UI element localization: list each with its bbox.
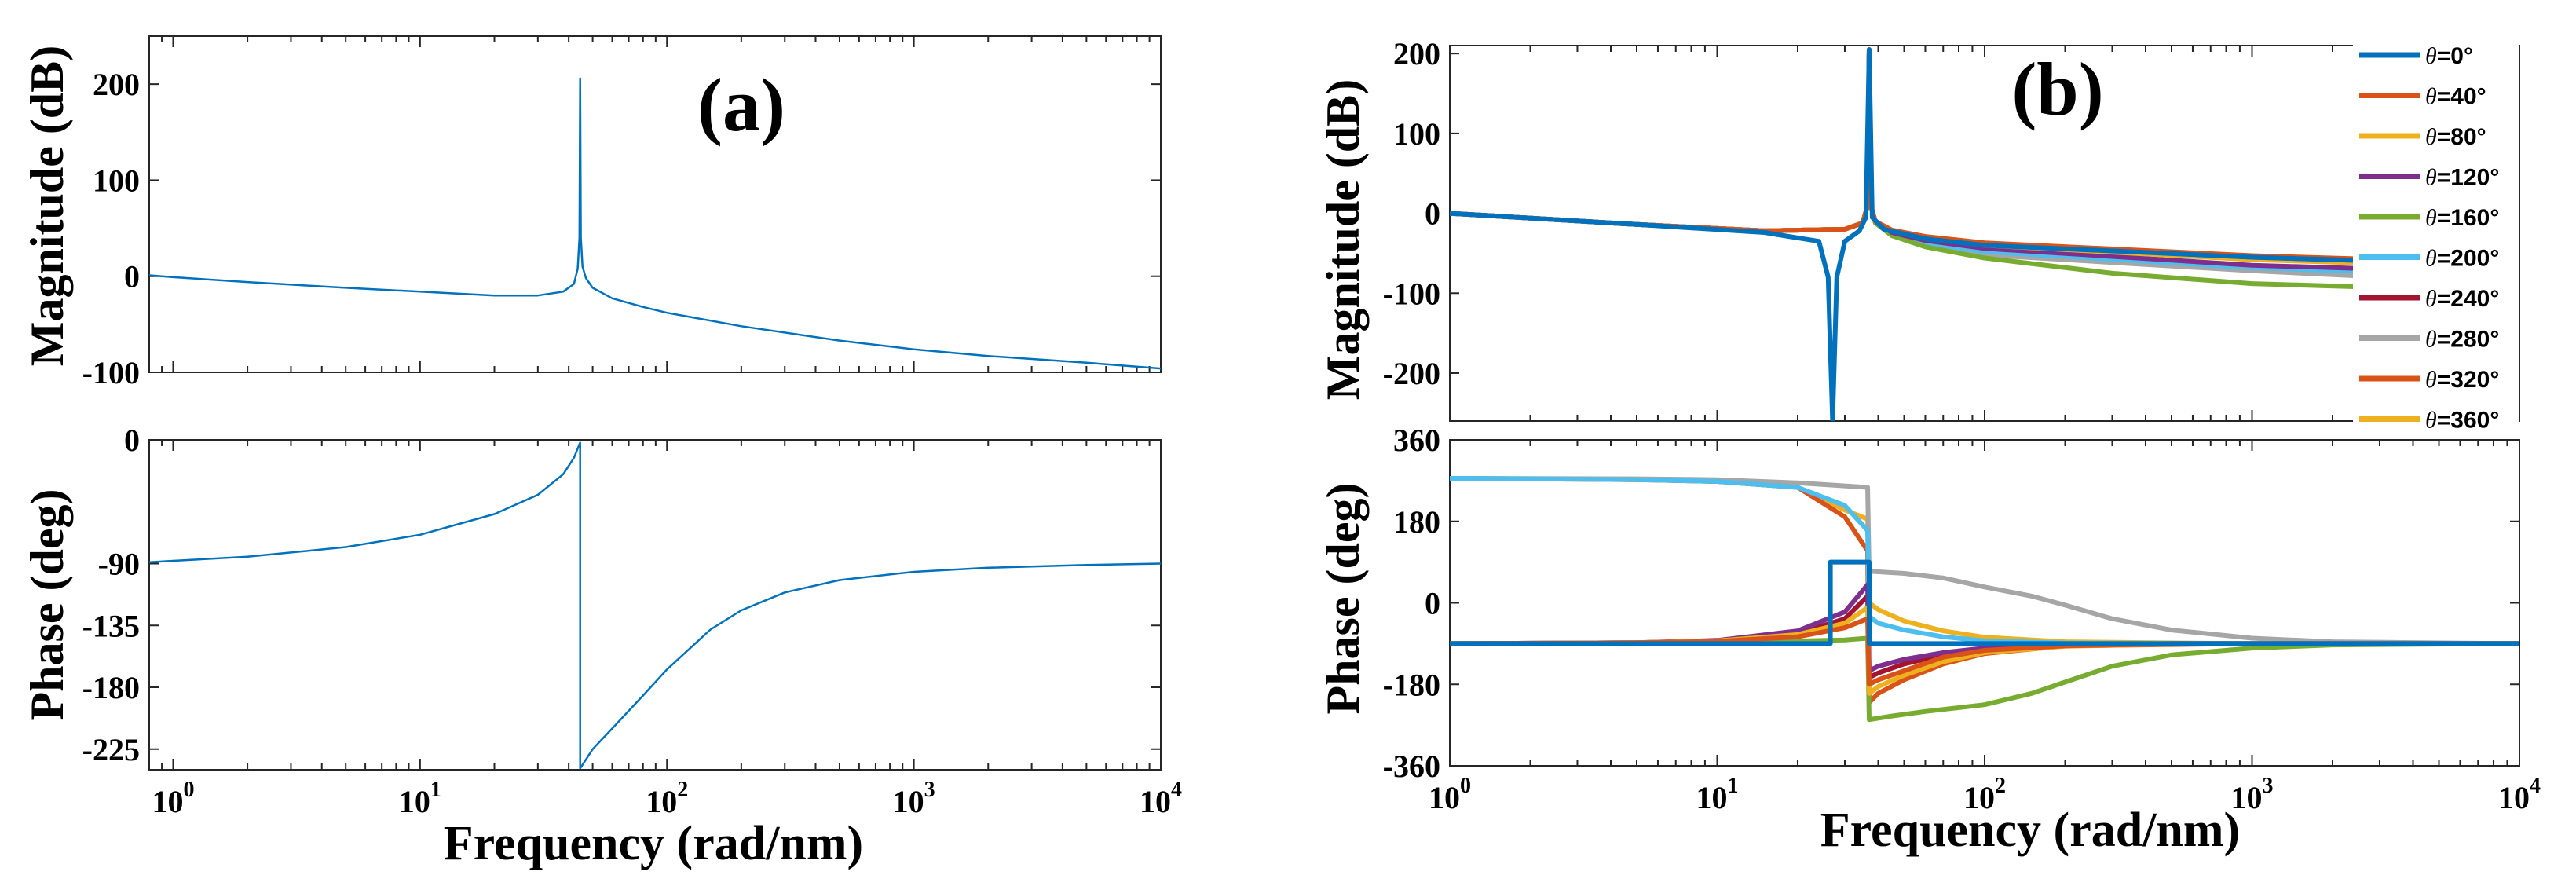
y-tick-label: -225 (82, 732, 140, 767)
legend-entry: θ=200° (2425, 246, 2499, 272)
a-mag-axes: 200 100 0 -100 (82, 35, 1162, 390)
series-line-2 (1450, 476, 2519, 646)
b-phase-axes: 100 101 102 103 104 360 180 0 -180 -360 (1383, 423, 2541, 815)
legend-entry: θ=160° (2425, 205, 2499, 231)
panel-b-legend: θ=0° θ=40° θ=80° θ=120° θ=160° θ=200° θ=240° θ=… (2353, 41, 2519, 438)
series-line-9 (1450, 47, 2519, 421)
y-tick-label: -180 (1383, 667, 1440, 702)
y-tick-label: 0 (1425, 586, 1440, 621)
legend-entry: θ=360° (2425, 408, 2499, 434)
y-tick-label: -90 (98, 547, 140, 582)
series-line-0 (149, 77, 1161, 370)
y-tick-label: -360 (1383, 749, 1440, 784)
y-tick-label: 180 (1393, 504, 1440, 540)
x-tick-label: 102 (1963, 774, 2006, 815)
x-tick-label: 101 (1696, 774, 1739, 815)
legend-entry: θ=120° (2425, 165, 2499, 191)
y-tick-label: 0 (124, 259, 140, 295)
legend-entry: θ=280° (2425, 327, 2499, 353)
legend-entry: θ=0° (2425, 43, 2473, 69)
x-tick-label: 104 (1140, 778, 1182, 819)
x-tick-label: 103 (893, 778, 935, 819)
series-line-9 (1450, 559, 2519, 646)
panel-a-magnitude-ylabel: Magnitude (dB) (21, 46, 73, 366)
legend-entry: θ=240° (2425, 286, 2499, 312)
y-tick-label: 0 (124, 423, 140, 458)
y-tick-label: -135 (82, 608, 140, 643)
b-mag-axes: 200 100 0 -100 -200 (1383, 36, 2520, 422)
panel-b-xlabel: Frequency (rad/nm) (1820, 804, 2240, 857)
legend-entry: θ=80° (2425, 124, 2486, 150)
y-tick-label: 100 (93, 163, 140, 198)
x-tick-label: 102 (646, 778, 688, 819)
legend-box (2353, 41, 2519, 438)
x-tick-label: 100 (152, 778, 194, 819)
panel-b-label: (b) (2011, 47, 2103, 131)
y-tick-label: 200 (93, 67, 140, 102)
panel-b-magnitude-ylabel: Magnitude (dB) (1317, 79, 1369, 400)
y-tick-label: -200 (1383, 356, 1440, 391)
x-tick-label: 103 (2231, 774, 2274, 815)
panel-a-label: (a) (697, 63, 785, 147)
y-tick-label: 0 (1425, 196, 1440, 232)
x-tick-label: 100 (1429, 774, 1471, 815)
y-tick-label: -100 (82, 355, 140, 390)
y-tick-label: -180 (82, 670, 140, 705)
series-line-0 (149, 441, 1161, 770)
a-phase-axes: 100 101 102 103 104 0 -90 -135 -180 -225 (82, 423, 1182, 819)
panel-a-phase-ylabel: Phase (deg) (21, 489, 73, 721)
panel-b-phase-ylabel: Phase (deg) (1317, 483, 1369, 715)
y-tick-label: 100 (1393, 116, 1440, 152)
legend-entry: θ=40° (2425, 84, 2486, 110)
y-tick-label: 200 (1393, 36, 1440, 71)
legend-entry: θ=320° (2425, 367, 2499, 393)
x-tick-label: 104 (2498, 774, 2541, 815)
panel-a-xlabel: Frequency (rad/nm) (444, 817, 863, 870)
y-tick-label: -100 (1383, 276, 1440, 311)
x-tick-label: 101 (399, 778, 441, 819)
y-tick-label: 360 (1393, 423, 1440, 458)
series-line-5 (1450, 635, 2519, 723)
